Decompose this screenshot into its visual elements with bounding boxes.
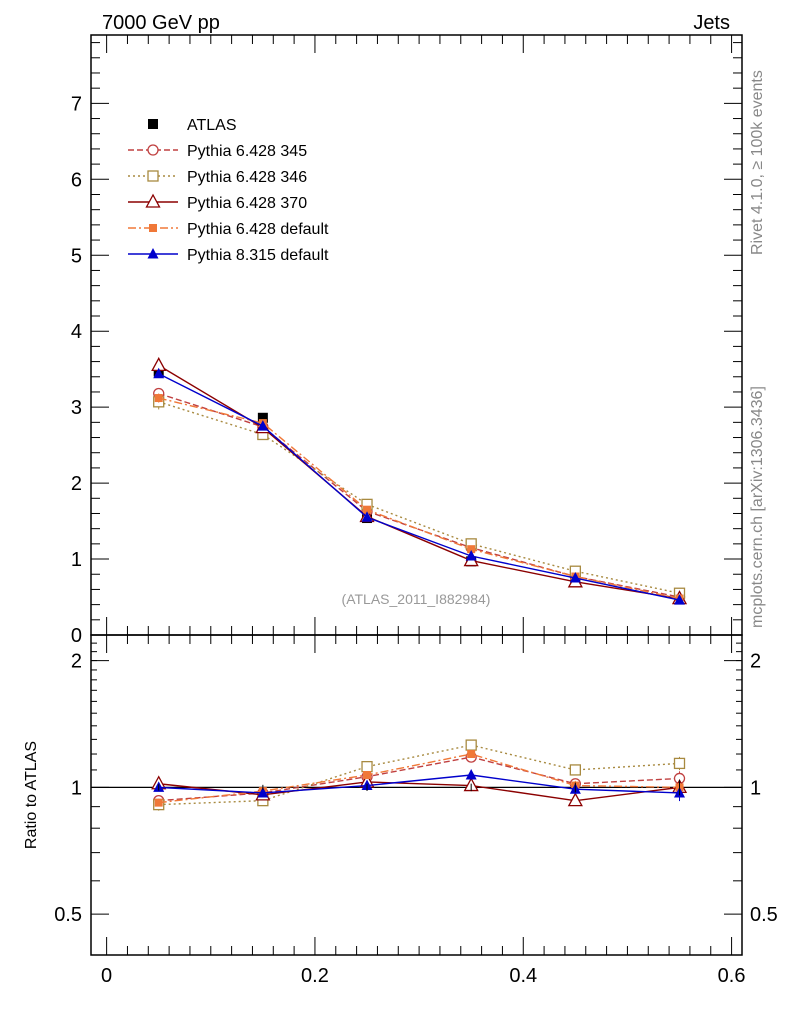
series-1	[153, 387, 686, 603]
legend-item: ATLAS	[148, 117, 237, 134]
legend-label: Pythia 6.428 370	[187, 195, 307, 212]
mcplots-label: mcplots.cern.ch [arXiv:1306.3436]	[749, 386, 766, 628]
ratio-line	[158, 753, 680, 804]
xtick-label: 0.2	[301, 965, 329, 987]
header-left-label: 7000 GeV pp	[102, 12, 220, 34]
legend-marker	[149, 224, 157, 232]
ratio-point	[467, 750, 476, 759]
xtick-label: 0.6	[718, 965, 746, 987]
ratio-panel: 0 0.2 0.4 0.6 0.5 0.5 1 1 2 2	[54, 634, 778, 987]
ratio-ytick-label-right: 1	[750, 777, 761, 799]
data-point	[467, 545, 476, 554]
data-point	[153, 367, 165, 379]
header-right-label: Jets	[693, 12, 730, 34]
data-point	[465, 550, 477, 561]
legend-marker	[147, 144, 159, 156]
ratio-ylabel: Ratio to ATLAS	[23, 741, 40, 849]
main-ytick-label: 2	[71, 473, 82, 495]
main-ytick-label: 0	[71, 625, 82, 647]
legend-label: Pythia 6.428 345	[187, 143, 307, 160]
ratio-ytick-label-right: 2	[750, 651, 761, 673]
main-ytick-label: 5	[71, 245, 82, 267]
data-point	[674, 594, 686, 605]
ratio-point	[673, 757, 686, 770]
main-ytick-label: 6	[71, 169, 82, 191]
ratio-series-0	[153, 751, 686, 807]
xtick-label: 0.4	[509, 965, 537, 987]
legend-label: Pythia 6.428 default	[187, 221, 329, 238]
legend-label: Pythia 8.315 default	[187, 247, 329, 264]
legend-item: Pythia 6.428 345	[128, 143, 307, 160]
series-line	[158, 364, 680, 600]
series-0	[153, 366, 685, 605]
legend-marker	[148, 119, 158, 129]
legend-item: Pythia 6.428 346	[128, 169, 307, 186]
ratio-ytick-label: 2	[71, 651, 82, 673]
ratio-point	[154, 798, 163, 807]
ratio-ytick-label: 1	[71, 777, 82, 799]
ratio-line	[158, 756, 680, 802]
series-line	[158, 397, 680, 600]
series-2	[153, 394, 686, 599]
ratio-point	[569, 764, 581, 776]
main-panel: 0 1 2 3 4 5 6 7	[71, 34, 743, 647]
legend-label: ATLAS	[187, 117, 237, 134]
ratio-point	[567, 792, 583, 807]
main-ytick-label: 3	[71, 397, 82, 419]
ratio-line	[158, 774, 680, 794]
rivet-version-label: Rivet 4.1.0, ≥ 100k events	[749, 70, 766, 255]
xtick-label: 0	[101, 965, 112, 987]
main-ytick-label: 1	[71, 549, 82, 571]
main-ytick-label: 4	[71, 321, 82, 343]
data-point	[569, 572, 581, 583]
legend-item: Pythia 6.428 default	[128, 221, 329, 238]
ratio-series-1	[153, 739, 686, 811]
ratio-ytick-label: 0.5	[54, 904, 82, 926]
legend: ATLAS Pythia 6.428 345 Pythia 6.428 346 Pyt…	[128, 117, 329, 264]
ratio-series-3	[154, 750, 684, 807]
series-line	[158, 373, 680, 601]
data-point	[361, 511, 373, 522]
legend-label: Pythia 6.428 346	[187, 169, 307, 186]
data-point	[257, 412, 268, 423]
data-point	[257, 420, 269, 431]
ratio-point	[257, 786, 269, 798]
ratio-frame	[90, 634, 743, 956]
ratio-ytick-label-right: 0.5	[750, 904, 778, 926]
series-5	[153, 367, 686, 605]
legend-marker	[147, 248, 159, 259]
legend-marker	[147, 170, 159, 182]
ratio-point	[363, 770, 372, 779]
series-3	[151, 357, 688, 605]
series-line	[158, 401, 680, 594]
series-line	[158, 392, 680, 598]
legend-item: Pythia 8.315 default	[128, 247, 329, 264]
data-point	[154, 394, 163, 403]
legend-marker	[145, 193, 161, 208]
data-point	[363, 505, 372, 514]
ratio-point	[361, 760, 373, 773]
legend-item: Pythia 6.428 370	[128, 193, 307, 212]
main-ytick-label: 7	[71, 93, 82, 115]
ratio-point	[465, 739, 477, 751]
series-4	[154, 393, 684, 603]
ratio-line	[158, 744, 680, 806]
ratio-point	[465, 768, 477, 780]
analysis-label: (ATLAS_2011_I882984)	[342, 591, 491, 607]
